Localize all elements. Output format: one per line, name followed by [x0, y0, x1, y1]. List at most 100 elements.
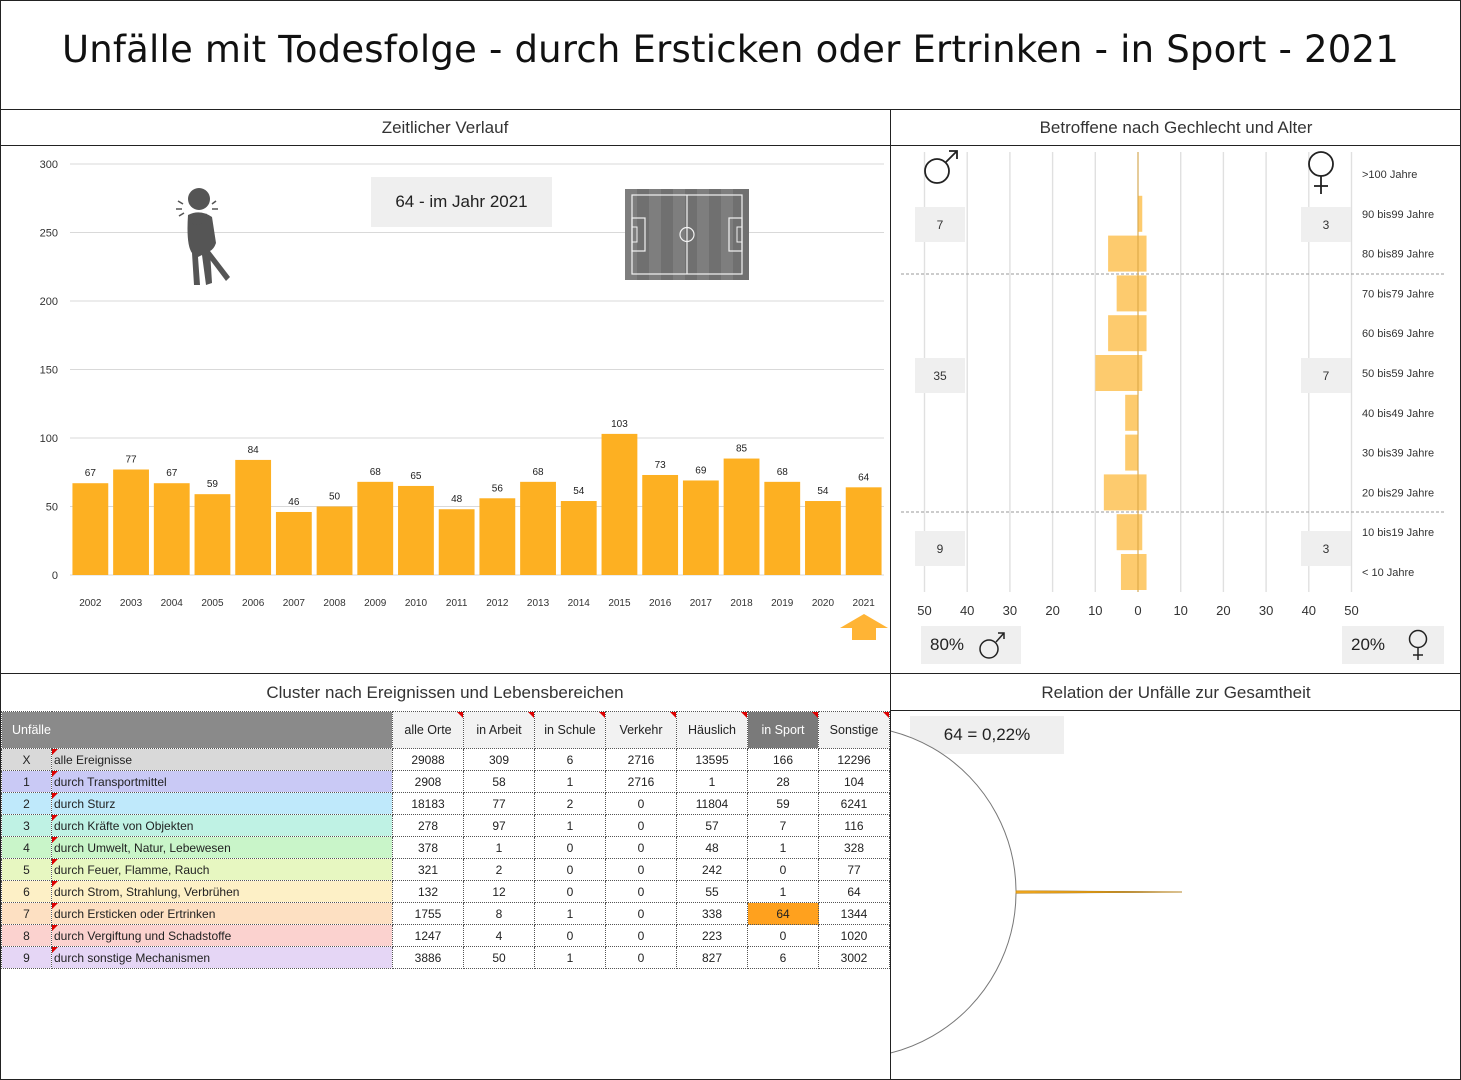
row-index: 3: [1, 814, 52, 837]
female-group-box-middle: 7: [1301, 358, 1351, 393]
table-cell: 0: [534, 858, 606, 881]
row-index: 2: [1, 792, 52, 815]
table-cell: 116: [818, 814, 890, 837]
pyramid-age-label: 10 bis19 Jahre: [1362, 527, 1434, 539]
timeline-category-label: 2011: [446, 598, 468, 609]
timeline-bar-value-label: 67: [85, 468, 97, 479]
timeline-bar: [764, 481, 801, 575]
timeline-bar: [398, 485, 434, 575]
pyramid-male-bar: [1108, 315, 1138, 352]
female-small-icon: [1408, 629, 1428, 660]
timeline-bar-value-label: 59: [207, 479, 219, 490]
male-percent-box: 80%: [921, 626, 1021, 664]
table-cell: 4: [463, 924, 535, 947]
pyramid-xtick-label: 30: [1259, 603, 1273, 618]
pyramid-age-label: < 10 Jahre: [1362, 567, 1414, 579]
comment-marker-icon: [52, 749, 58, 755]
row-divider: [0, 673, 1461, 674]
page-title: Unfälle mit Todesfolge - durch Ersticken…: [62, 28, 1399, 71]
timeline-category-label: 2005: [201, 598, 224, 609]
pyramid-xtick-label: 50: [1344, 603, 1358, 618]
row-label-text: durch Feuer, Flamme, Rauch: [54, 862, 210, 877]
timeline-category-label: 2009: [364, 598, 387, 609]
col-header-alle-orte: alle Orte: [392, 711, 464, 749]
table-cell: 12296: [818, 748, 890, 771]
timeline-category-label: 2019: [771, 598, 794, 609]
table-cell: 1: [534, 946, 606, 969]
table-row: 6 durch Strom, Strahlung, Verbrühen 132 12 0…: [1, 880, 890, 903]
table-cell: 0: [534, 880, 606, 903]
table-cell: 2716: [605, 748, 677, 771]
timeline-svg: 0 50 100 150 200 250 300 67 2002 77 2003 67 2004 59 20…: [40, 159, 884, 609]
comment-marker-icon: [52, 881, 58, 887]
timeline-bar: [479, 498, 516, 575]
pyramid-female-bar: [1138, 474, 1147, 511]
col-header-sonstige: Sonstige: [818, 711, 890, 749]
table-cell: 97: [463, 814, 535, 837]
pyramid-male-bar: [1108, 235, 1138, 272]
pyramid-age-label: 30 bis39 Jahre: [1362, 448, 1434, 460]
table-cell: 0: [605, 836, 677, 859]
timeline-bar-value-label: 50: [329, 492, 341, 503]
col-header-haeuslich: Häuslich: [676, 711, 748, 749]
female-symbol-icon: [1308, 151, 1334, 194]
pyramid-xtick-label: 10: [1088, 603, 1102, 618]
row-label: durch sonstige Mechanismen: [51, 946, 393, 969]
pyramid-female-bar: [1138, 275, 1147, 312]
table-cell: 242: [676, 858, 748, 881]
timeline-category-label: 2021: [853, 598, 876, 609]
pyramid-age-label: 60 bis69 Jahre: [1362, 328, 1434, 340]
table-cell: 1: [534, 902, 606, 925]
female-percent-box: 20%: [1342, 626, 1444, 664]
table-cell: 77: [463, 792, 535, 815]
pyramid-male-bar: [1095, 355, 1138, 391]
table-cell: 2: [534, 792, 606, 815]
pyramid-age-label: >100 Jahre: [1362, 169, 1417, 181]
cluster-title: Cluster nach Ereignissen und Lebensberei…: [266, 683, 624, 702]
table-cell: 378: [392, 836, 464, 859]
table-row: 1 durch Transportmittel 2908 58 1 2716 1 28 104: [1, 770, 890, 793]
col-header-in-arbeit: in Arbeit: [463, 711, 535, 749]
highlight-cell: 64: [747, 902, 819, 925]
table-cell: 309: [463, 748, 535, 771]
table-cell: 1: [676, 770, 748, 793]
timeline-bar: [520, 481, 556, 575]
table-cell: 1344: [818, 902, 890, 925]
timeline-category-label: 2004: [161, 598, 184, 609]
row-label: alle Ereignisse: [51, 748, 393, 771]
row-index: 1: [1, 770, 52, 793]
timeline-category-label: 2007: [283, 598, 306, 609]
pyramid-xtick-label: 10: [1173, 603, 1187, 618]
timeline-category-label: 2013: [527, 598, 550, 609]
table-cell: 0: [605, 858, 677, 881]
row-index: 7: [1, 902, 52, 925]
table-cell: 0: [605, 902, 677, 925]
timeline-bar: [235, 459, 272, 575]
timeline-category-label: 2017: [690, 598, 713, 609]
comment-marker-icon: [52, 771, 58, 777]
timeline-bar-value-label: 64: [858, 472, 870, 483]
timeline-bar-value-label: 73: [655, 460, 667, 471]
pie-slice-highlight: [1015, 890, 1183, 894]
timeline-category-label: 2008: [323, 598, 346, 609]
relation-title: Relation der Unfälle zur Gesamtheit: [1041, 683, 1311, 702]
row-index: 4: [1, 836, 52, 859]
cluster-table: Unfälle alle Orte in Arbeit in Schule Ve…: [1, 711, 890, 969]
pyramid-age-label: 40 bis49 Jahre: [1362, 408, 1434, 420]
table-cell: 1: [747, 880, 819, 903]
timeline-category-label: 2003: [120, 598, 143, 609]
timeline-ytick-label: 0: [52, 570, 58, 582]
timeline-bar: [275, 511, 312, 575]
pyramid-xtick-label: 20: [1045, 603, 1059, 618]
table-cell: 1: [534, 770, 606, 793]
pyramid-xtick-label: 40: [960, 603, 974, 618]
timeline-bar-value-label: 68: [370, 467, 382, 478]
timeline-bar-value-label: 56: [492, 483, 504, 494]
timeline-title: Zeitlicher Verlauf: [381, 118, 509, 137]
timeline-bar-value-label: 48: [451, 494, 463, 505]
row-label-text: durch sonstige Mechanismen: [54, 950, 211, 965]
relation-svg: [891, 730, 1183, 1054]
col-header-verkehr: Verkehr: [605, 711, 677, 749]
